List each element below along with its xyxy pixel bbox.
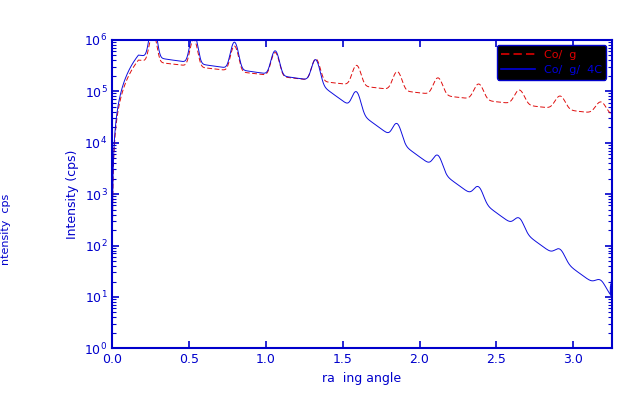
Legend: Co/  g, Co/  g/  4C: Co/ g, Co/ g/ 4C [497,45,606,80]
Y-axis label: Intensity (cps): Intensity (cps) [66,149,79,239]
Text: ntensity  cps: ntensity cps [1,194,11,265]
X-axis label: ra  ing angle: ra ing angle [323,372,401,385]
